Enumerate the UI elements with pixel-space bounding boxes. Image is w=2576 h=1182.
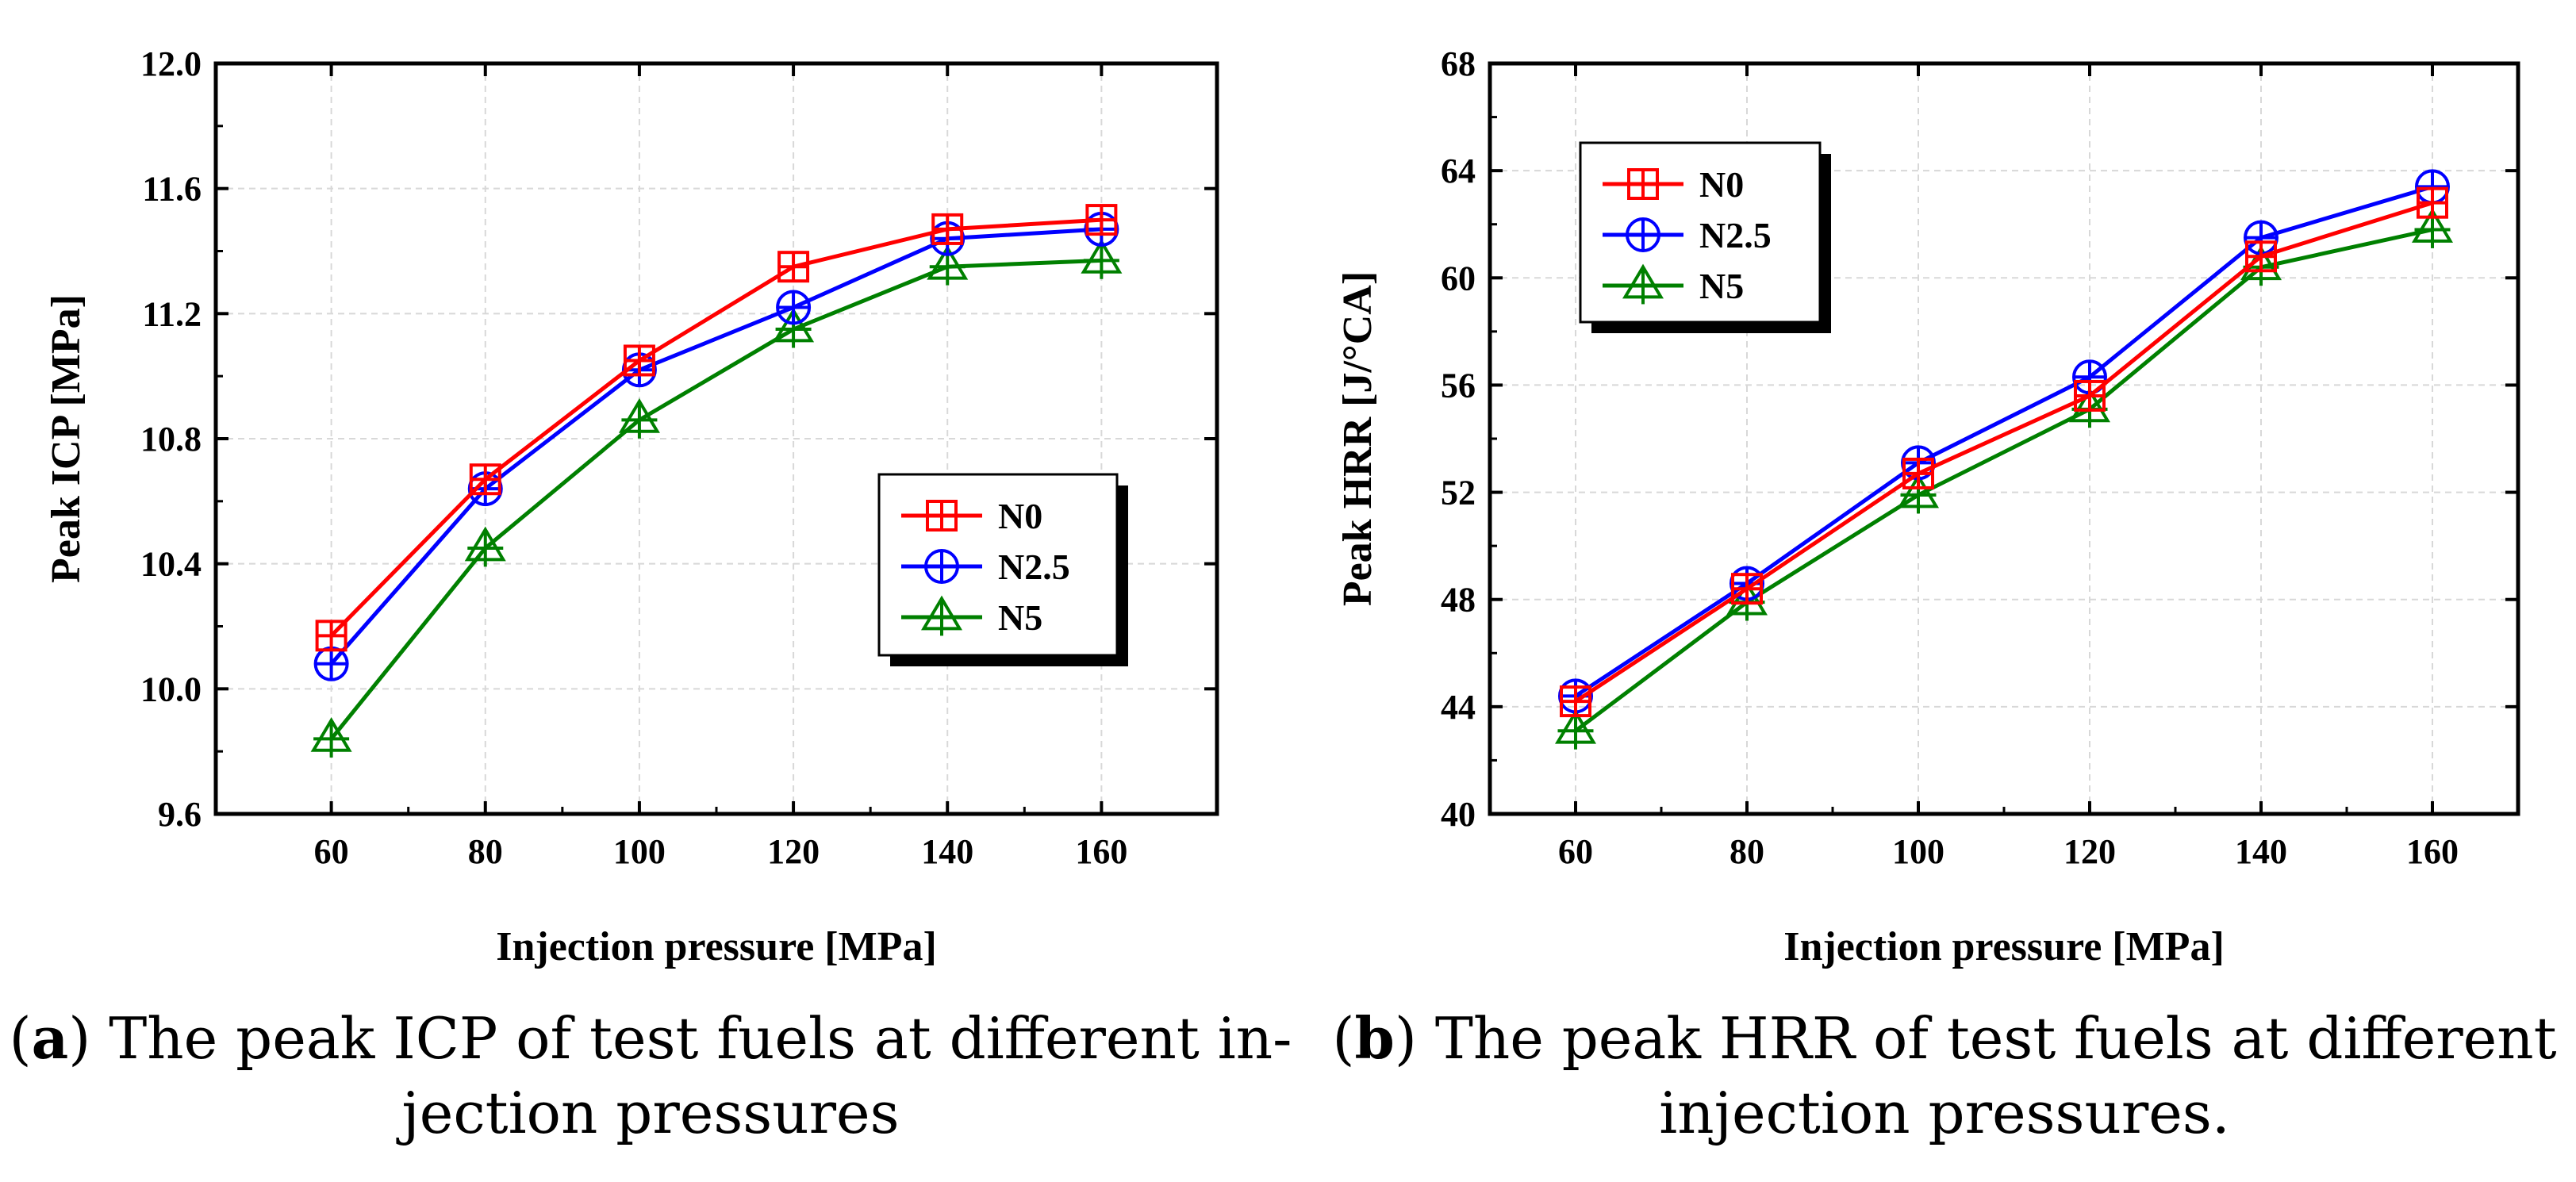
y-tick-label: 52 xyxy=(1441,474,1476,512)
caption-b-tag: b xyxy=(1354,1004,1395,1072)
x-ticks-a: 60 80 100 120 140 160 xyxy=(314,63,1127,871)
caption-b-line-2: injection pressures. xyxy=(1659,1080,2230,1146)
x-tick-label: 160 xyxy=(2406,832,2459,871)
legend-a: N0 N2.5 N5 xyxy=(877,473,1128,666)
data-point xyxy=(2245,240,2277,273)
series-line xyxy=(1574,201,2433,704)
y-tick-label: 40 xyxy=(1441,795,1476,834)
x-tick-label: 80 xyxy=(468,832,503,871)
y-ticks-a: 9.6 10.0 10.4 10.8 11.2 11.6 12.0 xyxy=(140,44,1217,834)
caption-b-line-1: The peak HRR of test fuels at different xyxy=(1434,1005,2557,1072)
series-line xyxy=(1574,228,2433,733)
y-axis-label-a: Peak ICP [MPa] xyxy=(44,294,89,583)
x-ticks-b: 60 80 100 120 140 160 xyxy=(1558,63,2459,871)
x-tick-label: 100 xyxy=(613,832,666,871)
data-point xyxy=(469,463,501,496)
legend-label: N5 xyxy=(998,597,1042,638)
legend-marker xyxy=(1626,217,1660,252)
y-tick-label: 10.8 xyxy=(140,420,202,459)
legend-entry-n5: N5 xyxy=(901,595,1042,638)
gridlines-a xyxy=(216,63,1217,814)
data-point xyxy=(777,251,810,283)
series-n0-a xyxy=(315,204,1118,652)
x-tick-label: 60 xyxy=(314,832,349,871)
series-line xyxy=(329,258,1102,740)
x-tick-label: 120 xyxy=(2063,832,2116,871)
y-tick-label: 68 xyxy=(1441,44,1476,83)
legend-label: N0 xyxy=(1699,164,1744,205)
y-tick-label: 11.6 xyxy=(142,170,202,209)
y-tick-label: 10.0 xyxy=(140,670,202,708)
data-point xyxy=(1081,238,1123,279)
data-point xyxy=(1554,708,1597,750)
x-tick-label: 140 xyxy=(2235,832,2287,871)
x-tick-label: 60 xyxy=(1558,832,1593,871)
legend-marker xyxy=(926,500,958,532)
legend-entry-n5: N5 xyxy=(1603,263,1744,306)
x-tick-label: 140 xyxy=(921,832,973,871)
y-tick-label: 10.4 xyxy=(140,545,202,584)
caption-a-line-1: The peak ICP of test fuels at different … xyxy=(109,1005,1292,1072)
data-point xyxy=(1731,573,1763,605)
series-line xyxy=(329,227,1102,666)
data-point xyxy=(1560,685,1591,718)
data-point xyxy=(931,213,964,245)
y-tick-label: 44 xyxy=(1441,688,1476,727)
series-n5-a xyxy=(310,238,1123,758)
legend-label: N0 xyxy=(998,496,1042,536)
y-tick-label: 9.6 xyxy=(158,795,202,834)
y-ticks-b: 40 44 48 52 56 60 64 68 xyxy=(1441,44,2518,834)
data-point xyxy=(623,344,655,377)
chart-panel-b: 40 44 48 52 56 60 64 68 60 80 100 120 140 160 Injectio… xyxy=(1335,44,2520,969)
data-point xyxy=(776,290,812,325)
legend-b: N0 N2.5 N5 xyxy=(1579,141,1831,333)
y-tick-label: 12.0 xyxy=(140,44,202,83)
chart-panel-a: 9.6 10.0 10.4 10.8 11.2 11.6 12.0 60 80 100 120 140… xyxy=(44,44,1219,969)
legend-label: N2.5 xyxy=(998,547,1070,587)
data-point xyxy=(2417,186,2448,219)
y-tick-label: 64 xyxy=(1441,152,1476,190)
series-line xyxy=(329,217,1102,638)
x-axis-label-a: Injection pressure [MPa] xyxy=(496,924,937,969)
caption-panel-a: (a) The peak ICP of test fuels at differ… xyxy=(9,1004,1292,1146)
data-point xyxy=(2074,379,2106,412)
caption-a-line-2: jection pressures xyxy=(401,1080,900,1146)
y-axis-label-b: Peak HRR [J/°CA] xyxy=(1335,271,1380,606)
x-tick-label: 80 xyxy=(1729,832,1764,871)
data-point xyxy=(1085,204,1118,236)
x-axis-label-b: Injection pressure [MPa] xyxy=(1783,924,2225,969)
legend-marker xyxy=(924,549,959,584)
y-tick-label: 56 xyxy=(1441,366,1476,405)
y-tick-label: 48 xyxy=(1441,581,1476,620)
caption-a-tag: a xyxy=(31,1004,69,1072)
data-point xyxy=(315,620,347,652)
caption-panel-b: (b) The peak HRR of test fuels at differ… xyxy=(1332,1004,2557,1146)
y-tick-label: 60 xyxy=(1441,259,1476,297)
legend-marker xyxy=(1627,168,1659,200)
legend-entry-n2-5: N2.5 xyxy=(1603,215,1772,255)
data-point xyxy=(310,717,352,758)
legend-label: N5 xyxy=(1699,266,1744,306)
data-point xyxy=(618,398,660,439)
legend-entry-n0: N0 xyxy=(901,496,1042,536)
legend-label: N2.5 xyxy=(1699,215,1772,255)
data-point xyxy=(313,646,349,681)
data-point xyxy=(464,526,506,567)
x-tick-label: 160 xyxy=(1075,832,1127,871)
series-line xyxy=(1574,185,2433,698)
legend-marker xyxy=(1622,263,1664,305)
y-tick-label: 11.2 xyxy=(142,294,202,333)
data-point xyxy=(1902,457,1934,489)
legend-entry-n0: N0 xyxy=(1603,164,1744,205)
legend-entry-n2-5: N2.5 xyxy=(901,547,1070,587)
legend-marker xyxy=(920,595,963,636)
series-n0-b xyxy=(1560,186,2448,718)
x-tick-label: 100 xyxy=(1892,832,1944,871)
x-tick-label: 120 xyxy=(767,832,820,871)
legend-box xyxy=(1579,141,1822,324)
